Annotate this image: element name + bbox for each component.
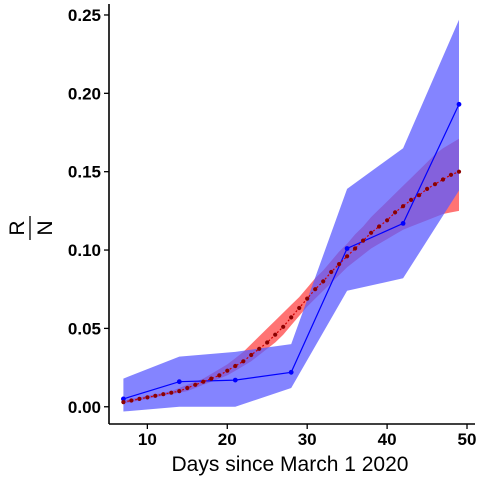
model-data-point — [345, 254, 350, 259]
model-data-point — [440, 177, 446, 182]
model-data-point — [313, 287, 318, 292]
model-data-point — [177, 389, 182, 394]
tick-labels: 0.00 0.05 0.10 0.15 0.20 0.25 10 20 30 40 50 — [68, 6, 477, 449]
y-tick-label: 0.00 — [68, 398, 101, 417]
axes — [104, 4, 475, 429]
x-tick-label: 20 — [218, 430, 237, 449]
model-data-point — [153, 393, 158, 398]
model-data-point — [297, 305, 302, 311]
model-data-point — [273, 332, 278, 337]
model-data-point — [448, 172, 454, 177]
model-data-point — [257, 346, 262, 351]
observed-data-point — [456, 101, 462, 107]
observed-data-point — [121, 396, 126, 402]
observed-data-point — [176, 379, 182, 385]
confidence-bands — [123, 19, 460, 412]
model-data-point — [241, 359, 246, 364]
model-data-point — [137, 396, 142, 401]
model-data-point — [361, 238, 366, 243]
model-data-point — [161, 392, 166, 397]
x-axis-label: Days since March 1 2020 — [172, 453, 409, 476]
model-data-point — [456, 169, 462, 174]
observed-data-point — [288, 369, 294, 375]
model-data-point — [377, 224, 382, 229]
y-axis-label-numerator: R — [6, 220, 29, 235]
x-tick-label: 30 — [298, 430, 317, 449]
series-points — [121, 101, 462, 405]
observed-confidence-band — [123, 19, 460, 412]
model-data-point — [193, 382, 198, 387]
x-tick-label: 40 — [378, 430, 397, 449]
observed-data-point — [344, 246, 350, 251]
model-data-point — [265, 340, 270, 345]
model-data-point — [225, 368, 230, 373]
model-data-point — [305, 296, 310, 301]
model-data-point — [209, 376, 214, 381]
model-data-point — [432, 182, 438, 187]
model-data-point — [353, 246, 358, 251]
y-tick-label: 0.10 — [68, 241, 101, 260]
model-data-point — [409, 197, 414, 202]
model-data-point — [233, 363, 238, 369]
model-data-point — [401, 204, 406, 209]
y-tick-label: 0.05 — [68, 319, 101, 338]
y-axis-label-denominator: N — [34, 220, 57, 235]
model-data-point — [289, 315, 294, 320]
model-data-point — [281, 324, 286, 329]
model-data-point — [337, 262, 342, 267]
model-data-point — [169, 390, 174, 395]
observed-data-point — [232, 377, 238, 383]
model-data-point — [417, 193, 422, 198]
model-data-point — [185, 385, 190, 391]
model-data-point — [249, 352, 254, 358]
model-data-point — [145, 395, 150, 400]
model-data-point — [201, 379, 206, 384]
model-data-point — [329, 269, 334, 275]
y-tick-label: 0.25 — [68, 6, 101, 25]
model-data-point — [393, 210, 398, 215]
y-axis-label: R N — [6, 216, 57, 240]
model-data-point — [121, 400, 126, 405]
model-data-point — [129, 398, 134, 403]
x-tick-label: 10 — [138, 430, 157, 449]
model-data-point — [369, 230, 374, 235]
model-data-point — [217, 373, 222, 378]
observed-data-point — [400, 221, 406, 226]
model-data-point — [385, 218, 390, 223]
y-tick-label: 0.20 — [68, 84, 101, 103]
model-data-point — [321, 279, 326, 284]
x-tick-label: 50 — [458, 430, 477, 449]
model-data-point — [425, 186, 430, 191]
y-tick-label: 0.15 — [68, 163, 101, 182]
